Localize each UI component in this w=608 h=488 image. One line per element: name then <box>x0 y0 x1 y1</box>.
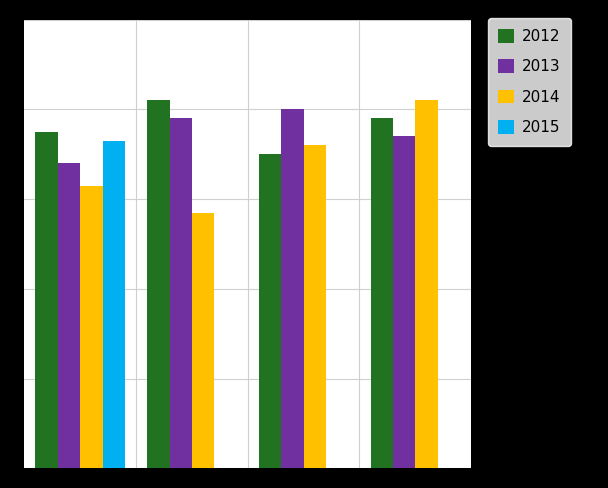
Bar <box>103 141 125 468</box>
Bar <box>282 109 303 468</box>
Bar <box>303 145 326 468</box>
Bar <box>192 213 214 468</box>
Bar <box>393 136 415 468</box>
Bar <box>80 185 103 468</box>
Legend: 2012, 2013, 2014, 2015: 2012, 2013, 2014, 2015 <box>488 18 571 146</box>
Bar <box>147 101 170 468</box>
Bar <box>170 118 192 468</box>
Bar <box>371 118 393 468</box>
Bar <box>259 154 282 468</box>
Bar <box>35 132 58 468</box>
Bar <box>415 101 438 468</box>
Bar <box>58 163 80 468</box>
